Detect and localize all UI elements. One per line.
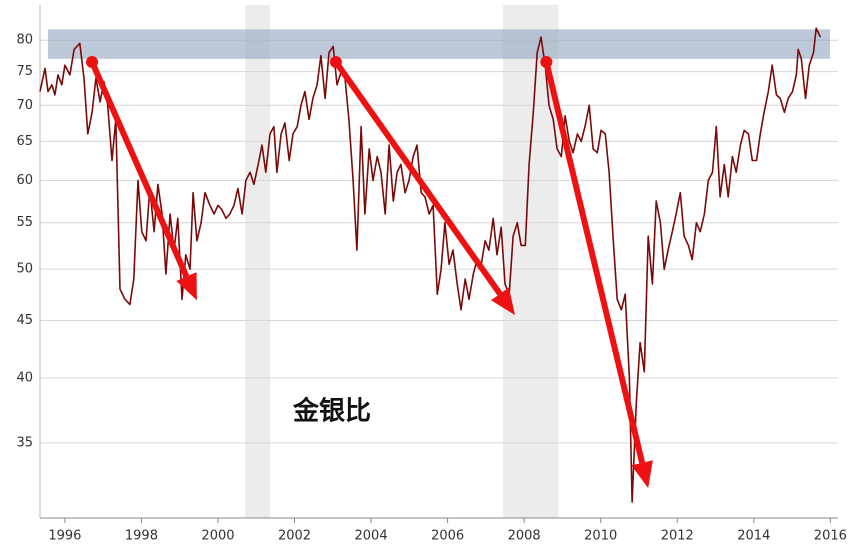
y-tick-label: 70: [16, 98, 33, 113]
x-tick-label: 2006: [431, 529, 464, 544]
arrow-start: [329, 56, 342, 69]
shaded-band: [503, 5, 559, 518]
x-tick-label: 2010: [584, 529, 617, 544]
shaded-band: [245, 5, 271, 518]
arrow-start: [86, 56, 99, 69]
y-tick-label: 60: [16, 173, 33, 188]
y-tick-label: 75: [16, 64, 33, 79]
y-tick-label: 45: [16, 313, 33, 328]
y-tick-label: 50: [16, 262, 33, 277]
x-tick-label: 2008: [508, 529, 541, 544]
y-tick-label: 40: [16, 370, 33, 385]
y-tick-label: 80: [16, 33, 33, 48]
arrow-start: [540, 56, 553, 69]
x-tick-label: 1998: [125, 529, 158, 544]
arrow-shaft: [333, 60, 503, 296]
arrow-head: [176, 272, 197, 301]
x-tick-label: 2004: [355, 529, 388, 544]
x-tick-label: 2016: [814, 529, 847, 544]
y-tick-label: 35: [16, 435, 33, 450]
x-tick-label: 2000: [201, 529, 234, 544]
x-tick-label: 2012: [661, 529, 694, 544]
y-tick-label: 55: [16, 215, 33, 230]
x-tick-label: 2014: [737, 529, 770, 544]
arrow-shaft: [543, 61, 646, 464]
arrow-head: [631, 460, 653, 489]
arrow-shaft: [89, 60, 190, 278]
annotation: 金银比: [292, 396, 371, 427]
resistance-band: [48, 29, 830, 59]
arrow-head: [490, 287, 515, 316]
x-tick-label: 1996: [48, 529, 81, 544]
y-tick-label: 65: [16, 134, 33, 149]
x-tick-label: 2002: [278, 529, 311, 544]
